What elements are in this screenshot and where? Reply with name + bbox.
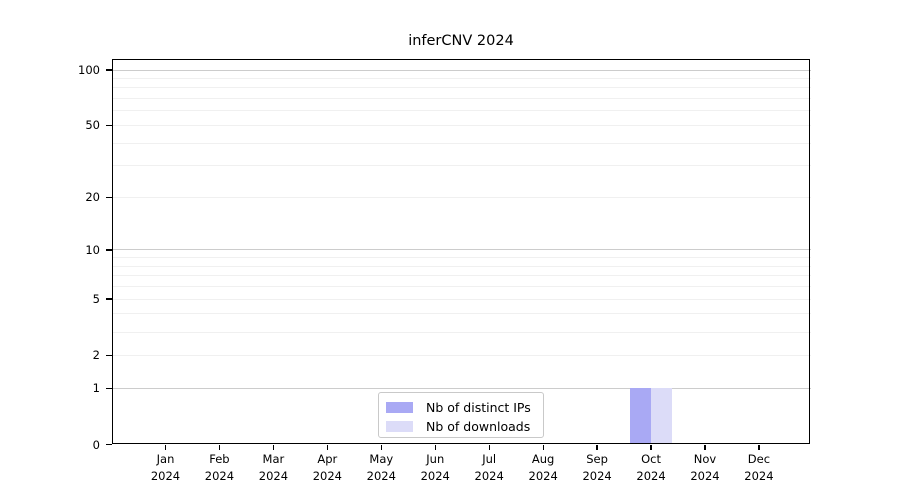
gridline-minor-40 — [112, 142, 811, 144]
x-tick-nov — [704, 444, 706, 450]
x-tick-label-dec-2024: Dec 2024 — [744, 452, 774, 483]
x-tick-label-aug-2024: Aug 2024 — [528, 452, 558, 483]
y-tick-100 — [105, 69, 112, 71]
x-tick-label-mar-2024: Mar 2024 — [258, 452, 289, 483]
x-tick-feb — [218, 444, 221, 450]
bar-nb-of-distinct-ips-oct — [629, 388, 652, 444]
gridline-minor-30 — [112, 165, 811, 167]
legend-item-downloads: Nb of downloads — [379, 417, 543, 436]
x-tick-jan — [164, 444, 167, 450]
gridline-minor-3 — [112, 331, 811, 333]
y-tick-label-10: 10 — [85, 242, 100, 257]
gridline-minor-6 — [112, 286, 811, 288]
x-tick-label-jul-2024: Jul 2024 — [474, 452, 504, 483]
gridline-minor-5 — [112, 298, 811, 300]
x-tick-sep — [596, 444, 598, 450]
x-tick-label-nov-2024: Nov 2024 — [690, 452, 720, 483]
legend-item-distinct-ips: Nb of distinct IPs — [379, 398, 543, 417]
y-tick-label-0: 0 — [92, 437, 100, 452]
gridline-minor-9 — [112, 257, 811, 259]
x-tick-label-sep-2024: Sep 2024 — [582, 452, 612, 483]
x-tick-label-jan-2024: Jan 2024 — [150, 452, 181, 483]
legend-swatch-downloads-icon — [386, 421, 413, 432]
x-tick-apr — [326, 444, 328, 450]
bar-nb-of-downloads-oct — [651, 388, 673, 444]
x-tick-label-may-2024: May 2024 — [366, 452, 396, 483]
gridline-minor-80 — [112, 87, 811, 89]
x-tick-jul — [488, 444, 490, 450]
gridline-minor-2 — [112, 354, 811, 356]
gridline-minor-60 — [112, 110, 811, 112]
gridline-minor-50 — [112, 124, 811, 126]
x-tick-dec — [758, 444, 760, 450]
legend-label-downloads: Nb of downloads — [426, 419, 531, 434]
gridline-minor-4 — [112, 313, 811, 315]
x-tick-label-jun-2024: Jun 2024 — [420, 452, 450, 483]
x-tick-label-feb-2024: Feb 2024 — [204, 452, 235, 483]
y-tick-5 — [105, 298, 112, 300]
y-tick-label-100: 100 — [78, 63, 100, 77]
gridline-minor-20 — [112, 196, 811, 198]
y-tick-label-1: 1 — [92, 381, 100, 396]
y-tick-1 — [105, 387, 112, 389]
gridline-minor-7 — [112, 275, 811, 277]
gridline-major-100 — [112, 69, 811, 71]
x-tick-mar — [272, 444, 275, 450]
y-tick-20 — [105, 196, 112, 199]
x-tick-jun — [434, 444, 436, 450]
chart-title: inferCNV 2024 — [408, 33, 514, 49]
x-tick-label-oct-2024: Oct 2024 — [636, 452, 666, 483]
legend-swatch-distinct-ips-icon — [386, 402, 413, 413]
y-tick-label-2: 2 — [92, 348, 100, 363]
legend: Nb of distinct IPs Nb of downloads — [378, 392, 544, 438]
y-tick-0 — [105, 443, 112, 446]
gridline-minor-70 — [112, 98, 811, 100]
gridline-minor-8 — [112, 265, 811, 267]
y-tick-label-50: 50 — [85, 118, 100, 133]
x-tick-aug — [542, 444, 544, 450]
gridline-major-10 — [112, 249, 811, 251]
y-tick-2 — [105, 354, 112, 356]
y-tick-label-5: 5 — [92, 292, 100, 307]
x-tick-oct — [650, 444, 652, 450]
legend-label-distinct-ips: Nb of distinct IPs — [426, 400, 531, 415]
y-tick-label-20: 20 — [85, 190, 100, 205]
gridline-major-1 — [112, 387, 811, 389]
y-tick-10 — [105, 249, 112, 251]
y-tick-50 — [105, 124, 112, 127]
x-tick-may — [380, 444, 382, 450]
gridline-minor-90 — [112, 77, 811, 79]
x-tick-label-apr-2024: Apr 2024 — [312, 452, 342, 483]
axes-frame — [112, 59, 810, 444]
